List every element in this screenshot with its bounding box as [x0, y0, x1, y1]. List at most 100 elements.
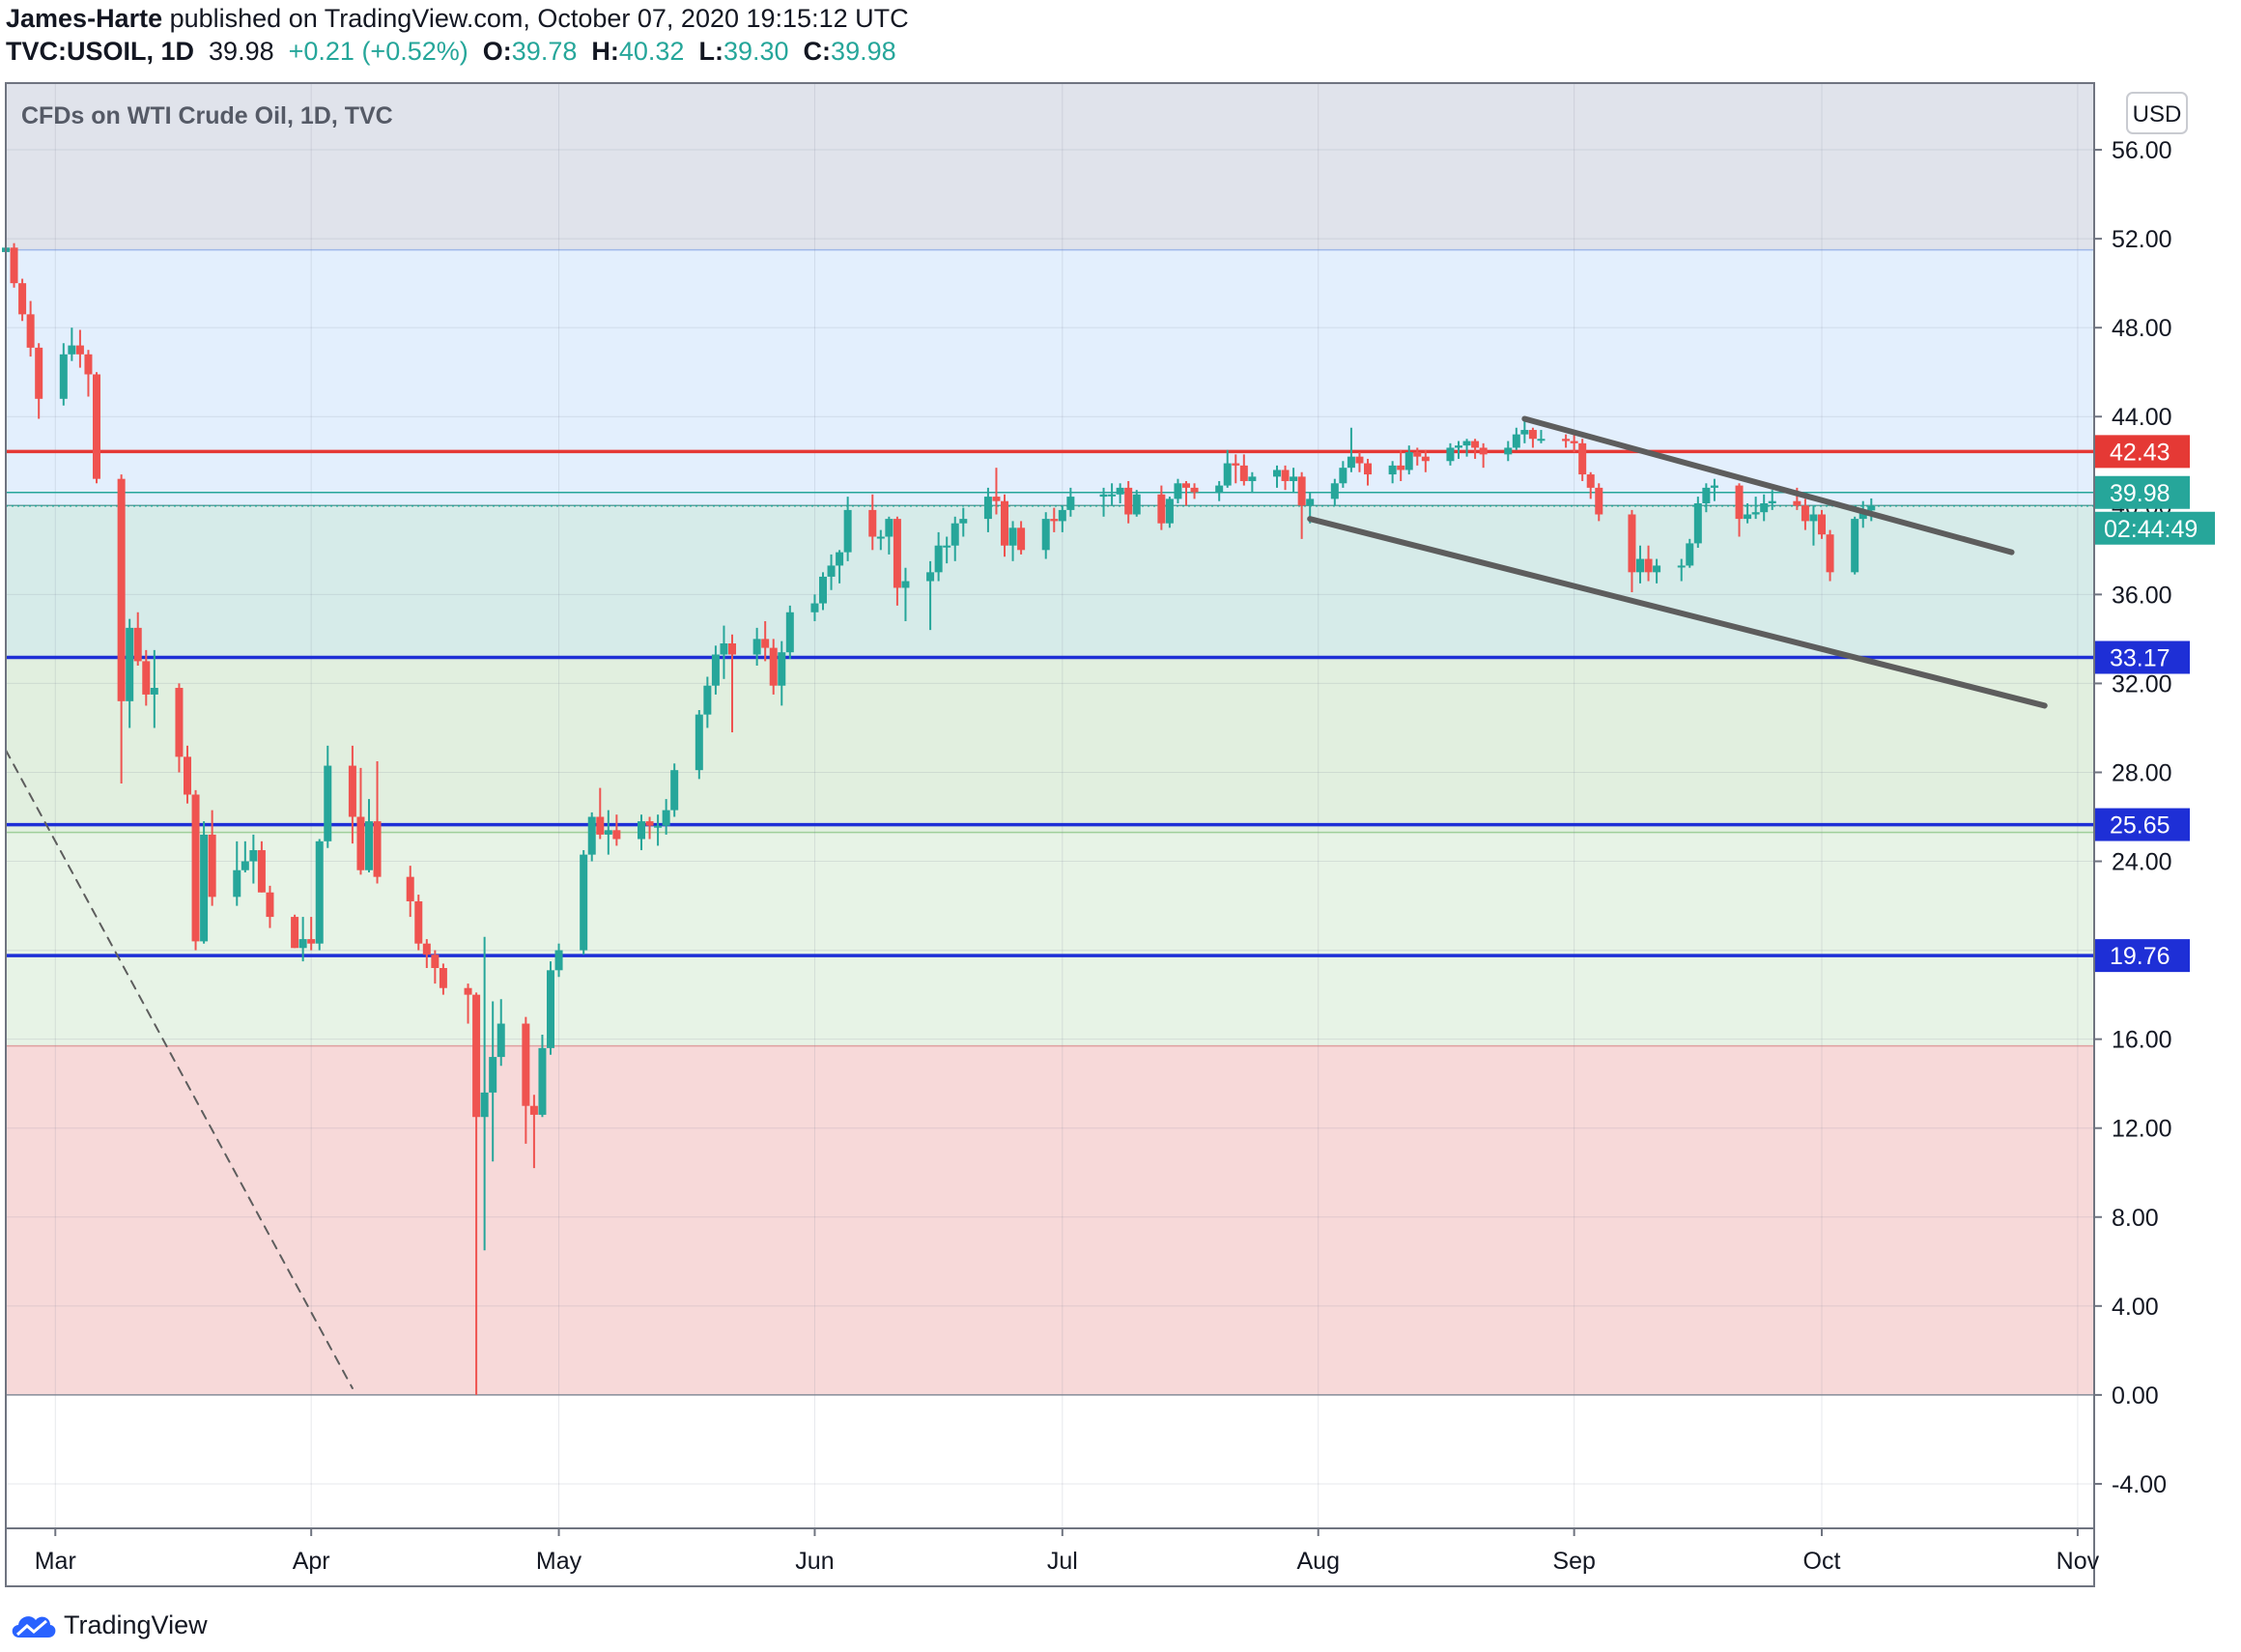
candle[interactable]	[554, 943, 563, 978]
candle[interactable]	[604, 810, 612, 855]
candle[interactable]	[1239, 454, 1248, 486]
candle[interactable]	[175, 683, 184, 773]
candle[interactable]	[10, 242, 18, 288]
candle[interactable]	[983, 487, 992, 532]
candle[interactable]	[711, 645, 720, 695]
candle[interactable]	[868, 494, 877, 551]
candle[interactable]	[728, 634, 736, 733]
candle[interactable]	[1116, 483, 1124, 503]
candle[interactable]	[291, 914, 299, 949]
candle[interactable]	[1215, 480, 1224, 501]
candle[interactable]	[200, 821, 209, 944]
candle[interactable]	[464, 983, 472, 1024]
candle[interactable]	[670, 763, 679, 817]
candle[interactable]	[992, 468, 1001, 515]
candle[interactable]	[1504, 441, 1513, 462]
candle[interactable]	[249, 834, 258, 884]
price-chart[interactable]: 56.0052.0048.0044.0040.0036.0032.0028.00…	[0, 0, 2241, 1604]
candle[interactable]	[1586, 471, 1595, 499]
candle[interactable]	[489, 1001, 497, 1162]
candle[interactable]	[827, 554, 836, 590]
candle[interactable]	[1273, 465, 1281, 488]
candle[interactable]	[1099, 487, 1108, 517]
candle[interactable]	[18, 278, 27, 322]
candle[interactable]	[1008, 521, 1017, 561]
candle[interactable]	[1653, 558, 1661, 584]
candle[interactable]	[324, 745, 332, 848]
currency-button[interactable]: USD	[2126, 92, 2188, 134]
candle[interactable]	[1248, 471, 1257, 493]
candle[interactable]	[431, 950, 440, 984]
candle[interactable]	[1413, 447, 1422, 466]
candle[interactable]	[876, 529, 885, 551]
candle[interactable]	[406, 866, 414, 918]
candle[interactable]	[266, 885, 274, 928]
candle[interactable]	[785, 605, 794, 660]
candle[interactable]	[1182, 480, 1190, 506]
candle[interactable]	[414, 895, 423, 951]
candle[interactable]	[184, 745, 191, 804]
candle[interactable]	[1471, 439, 1480, 459]
candle[interactable]	[1867, 498, 1876, 522]
dashed-trendline[interactable]	[5, 749, 354, 1390]
candle[interactable]	[1628, 509, 1636, 593]
candle[interactable]	[1330, 478, 1339, 506]
candle[interactable]	[257, 840, 266, 893]
candle[interactable]	[810, 594, 819, 621]
candle[interactable]	[208, 810, 216, 906]
candle[interactable]	[93, 372, 100, 484]
candle[interactable]	[68, 328, 76, 361]
candle[interactable]	[662, 799, 670, 835]
candle[interactable]	[1809, 505, 1818, 546]
candle[interactable]	[1388, 461, 1397, 484]
candle[interactable]	[1001, 494, 1008, 557]
candle[interactable]	[307, 917, 316, 951]
candle[interactable]	[645, 816, 654, 840]
candle[interactable]	[1595, 483, 1603, 522]
candle[interactable]	[1537, 430, 1546, 443]
candle[interactable]	[1578, 439, 1587, 481]
candle[interactable]	[84, 350, 93, 397]
candle[interactable]	[1108, 483, 1117, 506]
candle[interactable]	[934, 531, 943, 582]
candle[interactable]	[233, 840, 241, 906]
candle[interactable]	[1066, 487, 1075, 517]
candle[interactable]	[547, 961, 554, 1055]
candle[interactable]	[1851, 516, 1859, 575]
candle[interactable]	[1826, 529, 1834, 582]
candle[interactable]	[1710, 478, 1718, 501]
candle[interactable]	[752, 627, 761, 667]
candle[interactable]	[926, 560, 935, 631]
candle[interactable]	[1364, 458, 1372, 486]
candle[interactable]	[117, 474, 126, 783]
candle[interactable]	[133, 612, 142, 667]
candle[interactable]	[373, 760, 382, 884]
candle[interactable]	[1768, 490, 1776, 510]
candle[interactable]	[778, 641, 786, 706]
candle[interactable]	[480, 936, 489, 1251]
candle[interactable]	[1290, 468, 1298, 493]
candle[interactable]	[1421, 449, 1430, 472]
candle[interactable]	[1017, 521, 1026, 555]
candle[interactable]	[348, 745, 356, 844]
candle[interactable]	[1751, 497, 1760, 520]
candle[interactable]	[315, 839, 324, 951]
candle[interactable]	[472, 992, 481, 1395]
candle[interactable]	[1446, 442, 1455, 466]
candle[interactable]	[126, 618, 134, 728]
candle[interactable]	[365, 799, 373, 873]
candle[interactable]	[522, 1016, 530, 1144]
candle[interactable]	[142, 649, 151, 706]
candle[interactable]	[893, 516, 901, 606]
candle[interactable]	[1347, 427, 1355, 472]
candle[interactable]	[1397, 449, 1405, 481]
candle[interactable]	[1735, 483, 1744, 537]
candle[interactable]	[720, 625, 728, 679]
candle[interactable]	[1693, 497, 1702, 549]
candle[interactable]	[1479, 442, 1488, 469]
candle[interactable]	[769, 639, 778, 695]
candle[interactable]	[1455, 441, 1462, 459]
candle[interactable]	[1339, 461, 1347, 488]
candle[interactable]	[596, 787, 605, 840]
candle[interactable]	[836, 550, 844, 584]
